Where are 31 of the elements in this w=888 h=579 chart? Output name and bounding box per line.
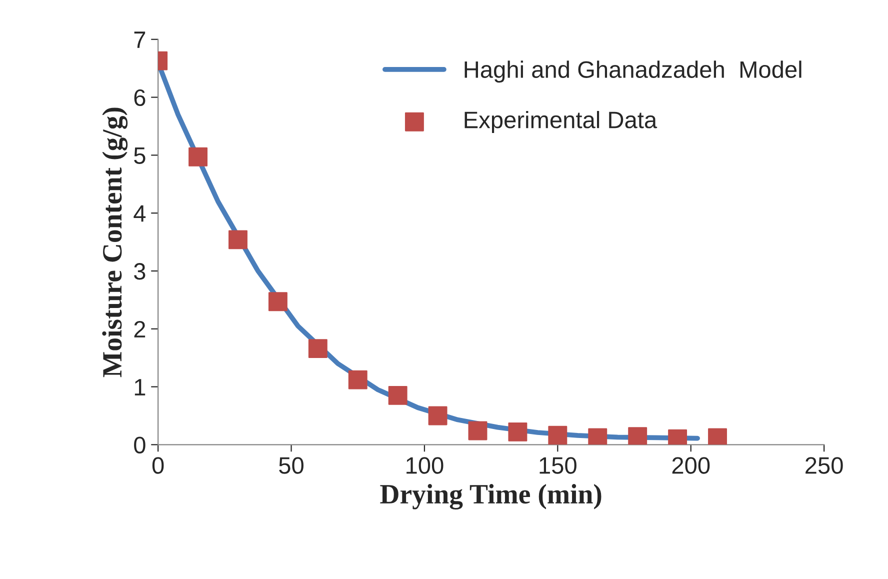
point bbox=[228, 230, 248, 250]
y-tick-label: 7 bbox=[134, 32, 146, 48]
x-tick-label: 100 bbox=[406, 457, 444, 474]
point bbox=[548, 426, 568, 445]
point bbox=[708, 428, 727, 445]
y-tick-label: 6 bbox=[134, 89, 146, 106]
point bbox=[588, 428, 608, 445]
legend-label: Haghi and Ghanadzadeh Model bbox=[464, 60, 802, 83]
x-tick-label: 200 bbox=[672, 457, 710, 474]
legend-label: Experimental Data bbox=[464, 110, 658, 133]
x-axis-title: Drying Time (min) bbox=[380, 484, 602, 510]
point bbox=[308, 339, 328, 358]
x-tick-label: 150 bbox=[540, 457, 576, 474]
y-tick-label: 5 bbox=[134, 147, 146, 164]
y-tick-label: 0 bbox=[134, 436, 146, 454]
point bbox=[268, 292, 288, 312]
point bbox=[428, 406, 448, 426]
point bbox=[468, 421, 488, 440]
y-tick-label: 4 bbox=[134, 205, 146, 222]
point bbox=[388, 386, 408, 405]
point bbox=[508, 422, 528, 442]
y-tick-label: 1 bbox=[134, 379, 146, 396]
x-tick-label: 250 bbox=[806, 457, 843, 474]
point bbox=[628, 427, 648, 445]
x-tick-label: 0 bbox=[152, 457, 164, 474]
point bbox=[348, 370, 368, 390]
x-tick-label: 50 bbox=[279, 457, 304, 474]
y-tick-label: 3 bbox=[134, 263, 146, 280]
y-axis-title: Moisture Content (g/g) bbox=[102, 108, 128, 378]
y-tick-label: 2 bbox=[134, 320, 146, 338]
point bbox=[188, 147, 208, 166]
